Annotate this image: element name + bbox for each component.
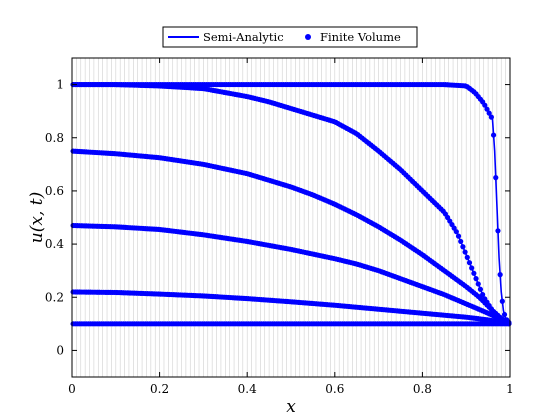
y-tick-label: 0.6 xyxy=(45,184,64,198)
x-axis-label: x xyxy=(286,397,296,417)
legend-label-semi-analytic: Semi-Analytic xyxy=(203,30,284,44)
y-tick-label: 0.4 xyxy=(45,237,64,251)
x-tick-label: 0.2 xyxy=(150,382,169,396)
finite-volume-point xyxy=(490,132,497,138)
finite-volume-point xyxy=(501,311,508,318)
finite-volume-point xyxy=(458,238,464,245)
legend: Semi-Analytic Finite Volume xyxy=(162,26,418,48)
series-1 xyxy=(70,81,512,326)
x-tick-label: 0.4 xyxy=(238,382,257,396)
y-tick-label: 0.2 xyxy=(45,290,64,304)
finite-volume-point xyxy=(493,175,499,181)
legend-label-finite-volume: Finite Volume xyxy=(320,30,401,44)
plot-frame xyxy=(71,57,511,378)
x-tick-label: 0.8 xyxy=(413,382,432,396)
finite-volume-point xyxy=(460,244,466,250)
y-tick-label: 0.8 xyxy=(45,131,64,145)
finite-volume-point xyxy=(453,229,459,235)
x-tick-label: 0.6 xyxy=(325,382,344,396)
finite-volume-point xyxy=(480,291,486,298)
finite-volume-point xyxy=(471,270,477,276)
finite-volume-point xyxy=(497,272,503,278)
series-3 xyxy=(70,222,512,326)
finite-volume-point xyxy=(475,281,481,287)
finite-volume-point xyxy=(477,286,484,292)
series-2 xyxy=(70,148,512,326)
finite-volume-point xyxy=(466,260,473,266)
finite-volume-point xyxy=(455,233,462,239)
x-tick-label: 0 xyxy=(68,382,76,396)
finite-volume-point xyxy=(469,265,475,271)
y-tick-label: 1 xyxy=(56,78,64,92)
finite-volume-point xyxy=(464,254,470,260)
finite-volume-point xyxy=(484,106,490,112)
finite-volume-point xyxy=(506,321,512,327)
series-5 xyxy=(70,321,512,327)
legend-marker-swatch xyxy=(305,34,311,40)
finite-volume-point xyxy=(499,298,505,304)
finite-volume-point xyxy=(495,228,501,234)
x-tick-label: 1 xyxy=(506,382,514,396)
ticks: 0 0.2 0.4 0.6 0.8 1 0 0.2 0.4 0.6 0.8 1 xyxy=(45,58,514,396)
finite-volume-point xyxy=(488,114,494,120)
y-tick-label: 0 xyxy=(56,343,64,357)
finite-volume-point xyxy=(462,249,468,255)
y-axis-label: u(x, t) xyxy=(27,192,47,243)
legend-box xyxy=(162,26,418,48)
finite-volume-point xyxy=(473,276,479,282)
finite-volume-point xyxy=(486,110,492,116)
finite-volume-point xyxy=(482,102,488,108)
